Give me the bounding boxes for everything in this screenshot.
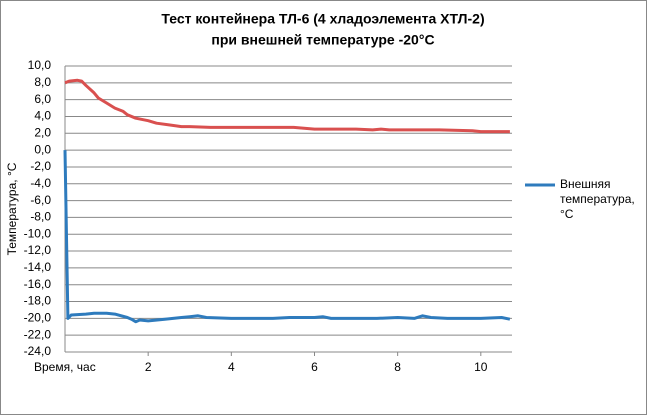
y-tick-label: 0,0 (34, 142, 51, 156)
y-tick-label: 2,0 (34, 125, 51, 139)
x-tick-label: 2 (145, 360, 152, 374)
x-tick-label: 4 (228, 360, 235, 374)
series-line (64, 78, 510, 134)
y-tick-label: 4,0 (34, 109, 51, 123)
x-axis-label: Время, час (34, 360, 96, 374)
y-axis-label: Температура, °С (5, 162, 19, 255)
y-tick-label: -24,0 (24, 344, 52, 358)
series-line (63, 150, 511, 324)
y-tick-label: -6,0 (30, 193, 51, 207)
legend: Внешняя температура, °С (560, 177, 640, 222)
y-tick-label: -10,0 (24, 226, 52, 240)
chart-title: Тест контейнера ТЛ-6 (4 хладоэлемента ХТ… (161, 11, 484, 27)
x-tick-label: 6 (311, 360, 318, 374)
y-tick-label: 6,0 (34, 92, 51, 106)
y-tick-label: -16,0 (24, 277, 52, 291)
y-tick-label: -8,0 (30, 210, 51, 224)
y-tick-label: 10,0 (28, 58, 52, 72)
y-tick-label: -22,0 (24, 327, 52, 341)
y-tick-label: -12,0 (24, 243, 52, 257)
chart-subtitle: при внешней температуре -20°С (211, 32, 434, 48)
x-tick-label: 8 (394, 360, 401, 374)
x-tick-label: 10 (474, 360, 488, 374)
y-tick-label: -14,0 (24, 260, 52, 274)
y-tick-label: -2,0 (30, 159, 51, 173)
y-tick-label: -4,0 (30, 176, 51, 190)
y-tick-label: -18,0 (24, 294, 52, 308)
y-tick-label: 8,0 (34, 75, 51, 89)
y-tick-label: -20,0 (24, 311, 52, 325)
legend-label: Внешняя температура, °С (560, 177, 635, 221)
